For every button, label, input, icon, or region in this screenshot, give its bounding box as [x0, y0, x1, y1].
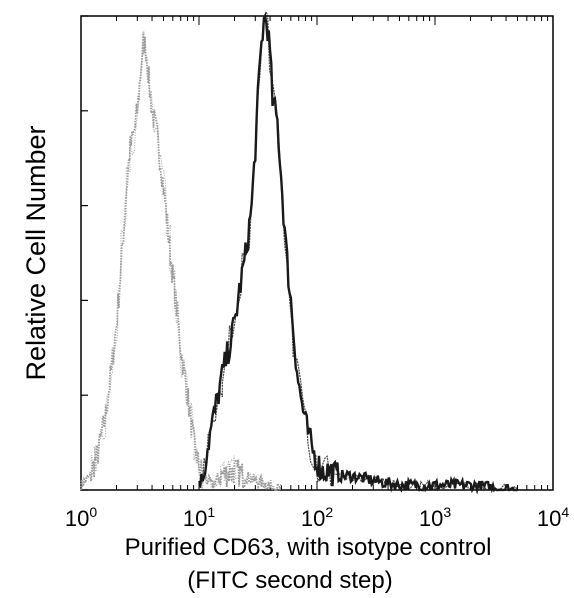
x-axis-tick-labels: 100 101 102 103 104 [65, 504, 569, 531]
y-axis-ticks [81, 15, 88, 491]
x-tick-label-3: 103 [419, 504, 451, 531]
x-axis-label: Purified CD63, with isotype control [125, 534, 492, 561]
histogram-series [80, 9, 520, 495]
series-1-curve-texture [198, 9, 520, 492]
x-tick-label-1: 101 [183, 504, 215, 531]
series-0-curve [80, 31, 283, 492]
series-1 [198, 9, 520, 495]
x-axis-label-line2: (FITC second step) [187, 567, 392, 594]
y-axis-label: Relative Cell Number [21, 125, 51, 380]
series-0 [80, 31, 283, 492]
series-0-curve-texture [81, 42, 282, 491]
plot-frame [80, 15, 554, 491]
x-tick-label-0: 100 [65, 504, 97, 531]
x-axis-ticks [80, 16, 554, 490]
x-tick-label-2: 102 [301, 504, 333, 531]
series-1-curve [198, 11, 518, 495]
x-tick-label-4: 104 [537, 504, 569, 531]
